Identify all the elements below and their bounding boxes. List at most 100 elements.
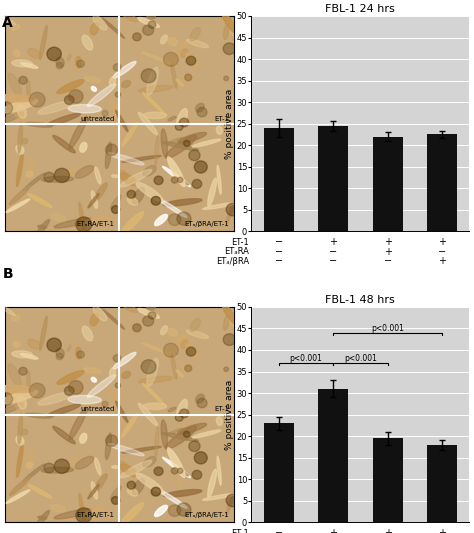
Circle shape bbox=[194, 161, 207, 173]
Ellipse shape bbox=[138, 309, 159, 318]
Ellipse shape bbox=[26, 462, 33, 468]
Ellipse shape bbox=[176, 109, 187, 130]
Ellipse shape bbox=[155, 426, 159, 457]
Ellipse shape bbox=[41, 176, 73, 182]
Ellipse shape bbox=[0, 112, 24, 125]
Ellipse shape bbox=[51, 214, 65, 221]
Ellipse shape bbox=[119, 171, 128, 181]
Ellipse shape bbox=[174, 467, 189, 476]
Ellipse shape bbox=[174, 176, 189, 185]
Ellipse shape bbox=[84, 368, 101, 374]
Circle shape bbox=[185, 74, 192, 80]
Circle shape bbox=[194, 452, 207, 464]
Circle shape bbox=[64, 386, 74, 395]
Ellipse shape bbox=[155, 135, 159, 166]
Ellipse shape bbox=[217, 456, 221, 485]
Bar bbox=[264, 423, 293, 522]
Text: ETₐRA/ET-1: ETₐRA/ET-1 bbox=[77, 221, 115, 227]
Ellipse shape bbox=[91, 86, 97, 91]
Ellipse shape bbox=[161, 326, 167, 335]
Ellipse shape bbox=[181, 44, 187, 50]
Circle shape bbox=[115, 383, 120, 388]
Ellipse shape bbox=[111, 466, 119, 469]
Ellipse shape bbox=[110, 195, 121, 209]
Ellipse shape bbox=[162, 47, 183, 68]
Ellipse shape bbox=[17, 443, 23, 478]
Ellipse shape bbox=[27, 372, 30, 390]
Circle shape bbox=[113, 354, 121, 362]
Ellipse shape bbox=[12, 397, 24, 408]
Ellipse shape bbox=[12, 106, 24, 117]
Circle shape bbox=[77, 60, 84, 67]
Ellipse shape bbox=[171, 63, 177, 88]
Circle shape bbox=[168, 505, 181, 516]
Circle shape bbox=[127, 481, 136, 489]
Bar bbox=[318, 389, 348, 522]
Ellipse shape bbox=[93, 15, 107, 30]
Ellipse shape bbox=[227, 317, 235, 327]
Ellipse shape bbox=[122, 123, 137, 146]
Circle shape bbox=[148, 21, 156, 28]
Ellipse shape bbox=[190, 28, 201, 41]
Ellipse shape bbox=[122, 414, 137, 437]
Circle shape bbox=[47, 338, 61, 352]
Circle shape bbox=[154, 467, 163, 475]
Circle shape bbox=[76, 217, 92, 232]
Circle shape bbox=[151, 487, 161, 496]
Ellipse shape bbox=[79, 508, 109, 513]
Circle shape bbox=[102, 401, 108, 407]
Circle shape bbox=[106, 144, 118, 156]
Ellipse shape bbox=[182, 365, 192, 371]
Title: FBL-1 24 hrs: FBL-1 24 hrs bbox=[326, 4, 395, 14]
Ellipse shape bbox=[159, 199, 187, 217]
Ellipse shape bbox=[25, 450, 35, 468]
Ellipse shape bbox=[171, 354, 177, 379]
Circle shape bbox=[29, 92, 45, 107]
Ellipse shape bbox=[147, 67, 158, 95]
Ellipse shape bbox=[9, 477, 31, 496]
Ellipse shape bbox=[0, 385, 34, 393]
Ellipse shape bbox=[164, 199, 202, 206]
Ellipse shape bbox=[190, 318, 201, 332]
Ellipse shape bbox=[91, 377, 97, 382]
Ellipse shape bbox=[120, 169, 152, 187]
Ellipse shape bbox=[56, 57, 64, 67]
Ellipse shape bbox=[120, 464, 137, 477]
Ellipse shape bbox=[102, 309, 125, 329]
Ellipse shape bbox=[186, 344, 198, 358]
Ellipse shape bbox=[56, 348, 64, 358]
Circle shape bbox=[148, 312, 156, 319]
Circle shape bbox=[186, 56, 196, 65]
Ellipse shape bbox=[147, 358, 158, 386]
Circle shape bbox=[226, 203, 240, 216]
Circle shape bbox=[175, 414, 183, 421]
Ellipse shape bbox=[25, 122, 53, 127]
Text: p<0.001: p<0.001 bbox=[290, 354, 322, 363]
Ellipse shape bbox=[176, 183, 182, 198]
Ellipse shape bbox=[186, 39, 209, 47]
Text: +: + bbox=[383, 247, 392, 257]
Text: −: − bbox=[329, 256, 337, 266]
Ellipse shape bbox=[167, 157, 185, 187]
Text: −: − bbox=[274, 256, 283, 266]
Ellipse shape bbox=[110, 99, 123, 123]
Ellipse shape bbox=[87, 84, 116, 107]
Ellipse shape bbox=[21, 353, 38, 359]
Ellipse shape bbox=[35, 220, 49, 237]
Bar bbox=[373, 438, 402, 522]
Ellipse shape bbox=[1, 99, 38, 113]
Ellipse shape bbox=[116, 401, 128, 423]
Ellipse shape bbox=[16, 145, 24, 154]
Circle shape bbox=[177, 212, 191, 225]
Circle shape bbox=[224, 367, 228, 372]
Ellipse shape bbox=[161, 420, 167, 448]
Circle shape bbox=[141, 360, 156, 374]
Ellipse shape bbox=[120, 461, 152, 478]
Ellipse shape bbox=[182, 74, 192, 80]
Circle shape bbox=[197, 398, 207, 408]
Circle shape bbox=[55, 459, 70, 473]
Ellipse shape bbox=[226, 200, 235, 225]
Circle shape bbox=[47, 47, 61, 61]
Text: ETₐ/βRA/ET-1: ETₐ/βRA/ET-1 bbox=[184, 512, 229, 518]
Ellipse shape bbox=[9, 185, 31, 205]
